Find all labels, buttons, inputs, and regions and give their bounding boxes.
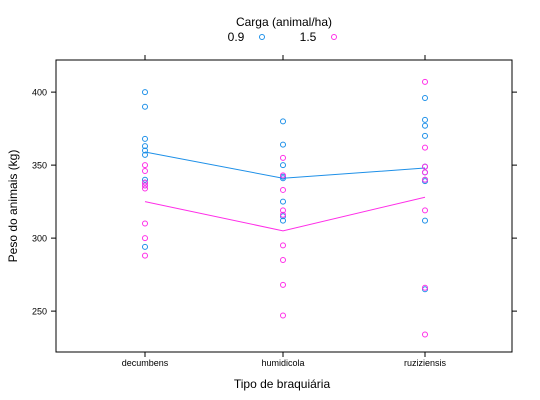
point-0.9-decumbens-6 [142,176,148,183]
y-tick-label-400: 400 [32,88,47,98]
point-0.9-decumbens-0 [142,89,148,96]
point-1.5-decumbens-2 [142,179,148,186]
series-1.5 [142,78,428,338]
point-1.5-decumbens-6 [142,235,148,242]
point-0.9-decumbens-5 [142,151,148,158]
point-1.5-humidicola-6 [280,257,286,264]
point-1.5-humidicola-2 [280,186,286,193]
y-tick-label-250: 250 [32,307,47,317]
point-1.5-ruziziensis-1 [422,144,428,151]
point-0.9-humidicola-7 [280,217,286,224]
plot-panel [55,59,513,353]
point-1.5-humidicola-0 [280,154,286,161]
point-1.5-ruziziensis-5 [422,207,428,214]
point-1.5-decumbens-4 [142,185,148,192]
point-0.9-ruziziensis-2 [422,122,428,129]
y-axis: 250 300 350 400 [32,88,517,317]
point-0.9-humidicola-1 [280,141,286,148]
point-1.5-ruziziensis-2 [422,163,428,170]
point-1.5-ruziziensis-7 [422,331,428,338]
legend-label-0.9: 0.9 [228,30,245,44]
y-tick-label-300: 300 [32,234,47,244]
point-0.9-decumbens-1 [142,103,148,110]
legend-item-1.5: 1.5 [300,30,337,44]
point-0.9-humidicola-4 [280,175,286,182]
y-axis-title: Peso do animais (kg) [6,150,20,263]
x-tick-label-humidicola: humidicola [261,358,304,368]
point-0.9-humidicola-0 [280,118,286,125]
point-1.5-ruziziensis-0 [422,78,428,85]
point-1.5-decumbens-0 [142,162,148,169]
series-layer [142,78,428,338]
point-0.9-decumbens-2 [142,135,148,142]
mean-line-1.5 [144,196,426,232]
legend-marker-0.9 [259,34,265,40]
point-1.5-humidicola-1 [280,172,286,179]
legend-title: Carga (animal/ha) [236,15,332,29]
point-1.5-decumbens-7 [142,252,148,259]
point-0.9-decumbens-9 [142,243,148,250]
point-0.9-decumbens-4 [142,147,148,154]
point-1.5-ruziziensis-6 [422,284,428,291]
point-0.9-ruziziensis-0 [422,94,428,101]
point-0.9-humidicola-2 [280,162,286,169]
point-1.5-decumbens-3 [142,182,148,189]
x-axis-title: Tipo de braquiária [234,377,331,391]
point-0.9-ruziziensis-1 [422,116,428,123]
point-0.9-humidicola-5 [280,198,286,205]
y-tick-label-350: 350 [32,161,47,171]
point-1.5-humidicola-4 [280,211,286,218]
x-axis: decumbens humidicola ruziziensis [122,55,447,368]
legend-label-1.5: 1.5 [300,30,317,44]
legend-marker-1.5 [331,34,337,40]
point-0.9-ruziziensis-3 [422,132,428,139]
point-1.5-ruziziensis-3 [422,169,428,176]
legend-item-0.9: 0.9 [228,30,265,44]
point-1.5-humidicola-7 [280,281,286,288]
point-1.5-decumbens-1 [142,167,148,174]
point-1.5-decumbens-5 [142,220,148,227]
x-tick-label-decumbens: decumbens [122,358,169,368]
point-1.5-humidicola-8 [280,312,286,319]
x-tick-label-ruziziensis: ruziziensis [404,358,447,368]
point-0.9-ruziziensis-8 [422,217,428,224]
point-1.5-humidicola-5 [280,242,286,249]
point-1.5-ruziziensis-4 [422,176,428,183]
point-1.5-humidicola-3 [280,207,286,214]
point-0.9-decumbens-3 [142,143,148,150]
